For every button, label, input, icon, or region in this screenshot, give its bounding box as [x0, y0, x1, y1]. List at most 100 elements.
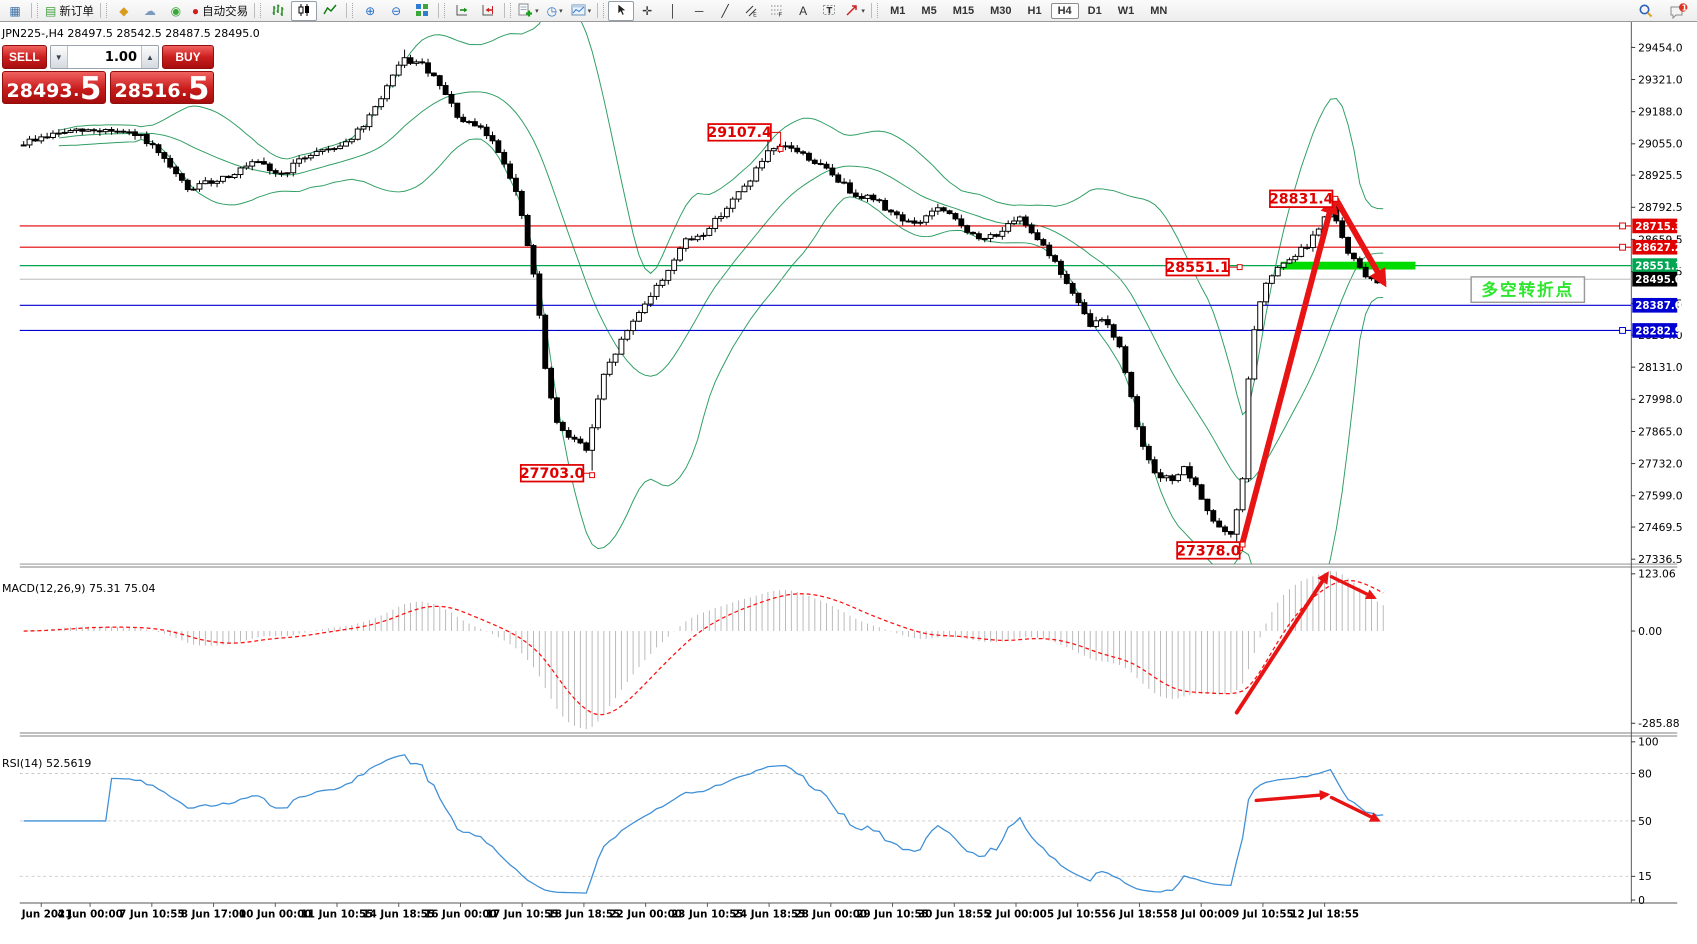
macd-arrows[interactable] [1234, 571, 1377, 715]
sell-button[interactable]: SELL [2, 45, 47, 69]
chart-canvas[interactable]: 29454.0 29321.0 29188.0 29055.0 28925.5 28792… [0, 22, 1697, 944]
chart-shift-icon[interactable] [475, 1, 501, 21]
auto-scroll-icon[interactable] [449, 1, 475, 21]
price-labels[interactable]: 29107.4 28831.4 28551.1 27703.0 27378.0 [519, 123, 1339, 560]
shapes-icon[interactable]: ▾ [842, 1, 868, 21]
template-icon[interactable]: ▾ [568, 1, 595, 21]
cursor-icon[interactable] [608, 0, 635, 21]
volume-increase-button[interactable]: ▲ [141, 46, 158, 68]
svg-text:27336.5: 27336.5 [1638, 553, 1682, 566]
volume-input[interactable] [67, 46, 141, 68]
dropdown-caret-icon[interactable]: ▾ [861, 7, 865, 15]
template-icon [571, 3, 586, 19]
label-icon[interactable]: T [816, 1, 842, 21]
svg-text:11 Jun 10:55: 11 Jun 10:55 [301, 909, 373, 921]
autotrade-button: ● [191, 3, 200, 18]
volume-decrease-button[interactable]: ▼ [50, 46, 68, 68]
text-icon[interactable]: A [790, 1, 816, 21]
hline-icon[interactable]: ─ [686, 1, 712, 21]
search-icon[interactable] [1633, 1, 1659, 21]
candlestick-chart-icon [297, 3, 311, 19]
sell-price-display[interactable]: 28493. 5 [2, 71, 106, 104]
channel-icon[interactable]: E [738, 1, 764, 21]
fibo-icon[interactable]: F [764, 1, 790, 21]
svg-text:28387.0: 28387.0 [1635, 300, 1682, 312]
toolbar-separator [504, 3, 506, 18]
red-arrow[interactable] [1239, 195, 1339, 546]
dropdown-caret-icon[interactable]: ▾ [535, 7, 539, 15]
autotrade-button[interactable]: ● 自动交易 [189, 1, 251, 21]
toolbar-grip [37, 3, 40, 18]
crosshair-icon[interactable]: ✛ [634, 1, 660, 21]
vline-icon: │ [669, 3, 677, 18]
signals-icon[interactable]: ◉ [163, 1, 189, 21]
price-label-box[interactable] [1269, 189, 1334, 208]
svg-text:0.00: 0.00 [1638, 625, 1662, 638]
timeframe-m15[interactable]: M15 [952, 4, 975, 17]
sell-price-frac: 5 [79, 70, 102, 107]
volume-stepper: ▼ ▲ [49, 45, 159, 69]
one-click-trading-panel: SELL ▼ ▲ BUY 28493.5 28516.5 [2, 45, 214, 104]
bar-chart-icon[interactable] [265, 1, 291, 21]
price-label-box[interactable] [1165, 257, 1230, 277]
timeframe-d1[interactable]: D1 [1087, 4, 1102, 17]
dropdown-caret-icon[interactable]: ▾ [587, 7, 592, 15]
svg-text:27469.5: 27469.5 [1638, 521, 1682, 534]
rsi-arrows[interactable] [1254, 789, 1381, 822]
price-label-box[interactable] [1176, 541, 1241, 560]
signals-icon: ◉ [170, 3, 182, 18]
svg-text:9 Jul 10:55: 9 Jul 10:55 [1232, 909, 1294, 921]
dropdown-caret-icon[interactable]: ▾ [559, 7, 563, 15]
new-chart-icon[interactable]: ▾ [515, 1, 542, 21]
timeframe-w1[interactable]: W1 [1117, 4, 1135, 17]
new-order-button[interactable]: ▤ 新订单 [42, 1, 97, 21]
annotation-note[interactable]: 多空转折点 [1470, 276, 1586, 304]
timeframe-m30[interactable]: M30 [990, 4, 1012, 17]
svg-text:123.06: 123.06 [1638, 568, 1676, 581]
svg-text:27599.0: 27599.0 [1638, 490, 1683, 503]
hline-handle[interactable] [1619, 243, 1626, 251]
timeframe-h1[interactable]: H1 [1027, 4, 1042, 17]
timeframe-h4[interactable]: H4 [1050, 2, 1079, 19]
hline-handle[interactable] [1619, 327, 1626, 334]
green-trend-bar[interactable] [1280, 261, 1416, 270]
timeframe-mn[interactable]: MN [1150, 4, 1168, 17]
toolbar-separator [254, 3, 256, 18]
candlesticks [20, 49, 1387, 550]
red-arrow[interactable] [1333, 196, 1387, 288]
hline-handle[interactable] [1619, 222, 1626, 230]
price-label-box[interactable] [707, 123, 772, 142]
timeframe-m1[interactable]: M1 [890, 4, 906, 17]
svg-text:29454.0: 29454.0 [1638, 41, 1683, 54]
svg-text:100: 100 [1638, 736, 1659, 749]
buy-price-display[interactable]: 28516. 5 [110, 71, 214, 104]
chart-window-icon[interactable]: ▦ [2, 1, 28, 21]
shapes-icon [845, 3, 859, 19]
svg-text:18 Jun 18:55: 18 Jun 18:55 [548, 909, 620, 921]
market-watch-icon[interactable]: ☁ [137, 1, 163, 21]
rsi-axis: 100 80 50 15 0 [1631, 736, 1659, 907]
data-window-icon[interactable]: ◆ [111, 1, 137, 21]
zoom-out-icon[interactable]: ⊖ [383, 1, 409, 21]
svg-text:Jun 2021: Jun 2021 [21, 909, 73, 921]
svg-text:28551.1: 28551.1 [1165, 260, 1229, 276]
trendline-icon[interactable]: ╱ [712, 1, 738, 21]
zoom-in-icon[interactable]: ⊕ [357, 1, 383, 21]
price-label-box[interactable] [519, 464, 585, 483]
period-selector-icon[interactable]: ◷ ▾ [542, 1, 568, 21]
candlestick-chart-icon[interactable] [291, 0, 318, 21]
buy-button[interactable]: BUY [162, 45, 214, 69]
chart-shift-icon [481, 3, 495, 19]
timeframe-m5[interactable]: M5 [921, 4, 937, 17]
trend-arrows[interactable] [1239, 195, 1387, 546]
vline-icon[interactable]: │ [660, 1, 686, 21]
line-chart-icon[interactable] [317, 1, 343, 21]
chat-icon[interactable]: 1 [1665, 1, 1691, 21]
svg-text:8 Jun 17:00: 8 Jun 17:00 [181, 909, 246, 921]
svg-text:27998.0: 27998.0 [1638, 393, 1683, 406]
tile-windows-icon[interactable] [409, 1, 435, 21]
toolbar-grip [877, 3, 880, 18]
rsi-plot [23, 754, 1384, 894]
svg-text:7 Jun 10:55: 7 Jun 10:55 [119, 909, 184, 921]
